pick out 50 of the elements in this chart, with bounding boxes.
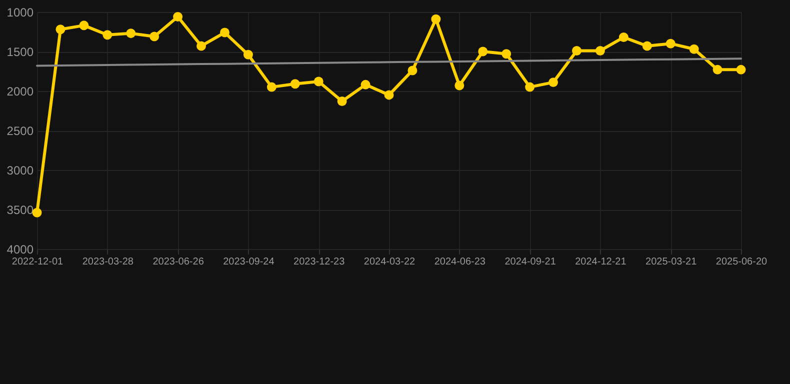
point: [454, 80, 464, 90]
x-tick-label: 2023-09-24: [223, 256, 275, 268]
point: [384, 90, 394, 100]
y-tick-label: 2500: [6, 124, 34, 138]
x-tick-label: 2025-06-20: [716, 256, 768, 268]
point: [79, 20, 89, 30]
x-tick-label: 2023-03-28: [82, 256, 134, 268]
point: [314, 76, 324, 86]
point: [243, 50, 253, 60]
x-tick-label: 2025-03-21: [646, 256, 698, 268]
point: [431, 14, 441, 24]
y-tick-label: 3000: [6, 164, 34, 178]
point: [595, 46, 605, 56]
point: [220, 28, 230, 38]
x-tick-label: 2023-06-26: [152, 256, 204, 268]
point: [32, 208, 42, 218]
point: [102, 30, 112, 40]
point: [173, 12, 183, 22]
point: [126, 28, 136, 38]
point: [502, 49, 512, 59]
point: [478, 46, 488, 56]
x-tick-label: 2022-12-01: [12, 256, 64, 268]
point: [290, 79, 300, 89]
x-tick-label: 2024-12-21: [575, 256, 627, 268]
y-tick-label: 1500: [6, 45, 34, 59]
y-tick-label: 4000: [6, 242, 34, 256]
x-tick-label: 2024-06-23: [434, 256, 486, 268]
point: [337, 96, 347, 106]
point: [572, 46, 582, 56]
line-series: [36, 58, 742, 67]
point: [360, 80, 370, 90]
point: [642, 41, 652, 51]
point: [736, 64, 746, 74]
point: [689, 44, 699, 54]
x-tick-label: 2024-09-21: [504, 256, 556, 268]
point: [196, 41, 206, 51]
y-tick-label: 2000: [6, 84, 34, 98]
x-tick-label: 2023-12-23: [294, 256, 346, 268]
point: [666, 38, 676, 48]
point: [408, 66, 418, 76]
point: [548, 78, 558, 88]
point: [150, 32, 160, 42]
point: [618, 32, 628, 42]
point: [712, 64, 722, 74]
x-tick-label: 2024-03-22: [364, 256, 416, 268]
point: [266, 82, 276, 92]
y-tick-label: 3500: [6, 203, 34, 217]
point: [56, 24, 66, 34]
point: [525, 82, 535, 92]
y-tick-label: 1000: [6, 6, 34, 20]
